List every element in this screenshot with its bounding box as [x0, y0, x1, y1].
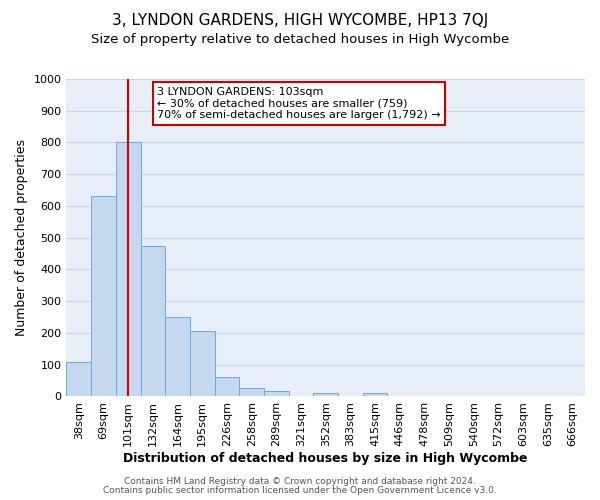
Bar [363, 394, 388, 396]
Bar [116, 142, 140, 396]
Text: Contains public sector information licensed under the Open Government Licence v3: Contains public sector information licen… [103, 486, 497, 495]
Text: 3 LYNDON GARDENS: 103sqm
← 30% of detached houses are smaller (759)
70% of semi-: 3 LYNDON GARDENS: 103sqm ← 30% of detach… [157, 87, 441, 120]
Text: Size of property relative to detached houses in High Wycombe: Size of property relative to detached ho… [91, 32, 509, 46]
Bar [239, 388, 264, 396]
Bar [215, 378, 239, 396]
Bar [313, 392, 338, 396]
Bar [91, 196, 116, 396]
Y-axis label: Number of detached properties: Number of detached properties [15, 139, 28, 336]
X-axis label: Distribution of detached houses by size in High Wycombe: Distribution of detached houses by size … [124, 452, 528, 465]
Bar [67, 362, 91, 396]
Bar [165, 317, 190, 396]
Text: 3, LYNDON GARDENS, HIGH WYCOMBE, HP13 7QJ: 3, LYNDON GARDENS, HIGH WYCOMBE, HP13 7Q… [112, 12, 488, 28]
Bar [190, 332, 215, 396]
Text: Contains HM Land Registry data © Crown copyright and database right 2024.: Contains HM Land Registry data © Crown c… [124, 477, 476, 486]
Bar [264, 390, 289, 396]
Bar [140, 246, 165, 396]
